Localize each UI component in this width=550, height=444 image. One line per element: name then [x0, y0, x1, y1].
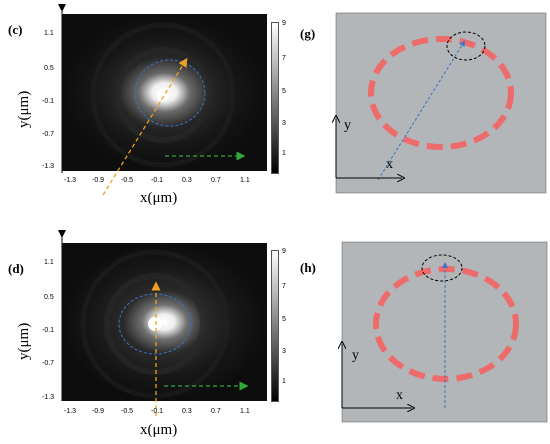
- y-tick: -0.1: [42, 98, 55, 105]
- x-tick: 0.3: [182, 177, 192, 184]
- x-tick: -0.9: [92, 408, 105, 415]
- colorbar-tick: 5: [282, 88, 286, 95]
- ring-schematic: [300, 241, 548, 423]
- y-axis-title: y(μm): [16, 322, 32, 360]
- y-tick: -0.7: [42, 131, 55, 138]
- y-tick: -0.7: [42, 360, 55, 367]
- highlight-circle: [421, 254, 463, 282]
- panel-h: (h) y x: [300, 228, 550, 444]
- x-tick: -0.1: [151, 408, 164, 415]
- blue-dashed-ellipse: [118, 293, 192, 355]
- colorbar-tick: 5: [282, 316, 286, 323]
- x-tick: -0.1: [151, 177, 164, 184]
- x-axis-title: x(μm): [140, 190, 178, 206]
- y-tick: -1.3: [42, 394, 55, 401]
- panel-label: (c): [8, 22, 23, 37]
- colorbar-tick: 3: [282, 348, 286, 355]
- y-axis-label: y: [352, 348, 359, 363]
- colorbar-tick: 3: [282, 120, 286, 127]
- colorbar-tick: 7: [282, 55, 286, 62]
- intensity-map: [58, 4, 267, 196]
- dashed-ring: [373, 266, 519, 382]
- colorbar-tick: 9: [282, 248, 286, 255]
- colorbar-tick: 9: [282, 20, 286, 27]
- x-tick: 1.1: [240, 177, 250, 184]
- x-tick: 0.3: [182, 408, 192, 415]
- x-tick: -0.5: [121, 177, 134, 184]
- highlight-circle: [446, 31, 486, 61]
- x-tick: -1.3: [64, 408, 77, 415]
- panel-c: (c) 9 7 5: [0, 0, 300, 215]
- x-axis-label: x: [396, 388, 403, 403]
- colorbar-tick: 1: [282, 150, 286, 157]
- panel-d: (d) 9 7 5 3 1 1.1 0.5 -0.1 -: [0, 228, 300, 444]
- panel-label: (g): [300, 26, 316, 41]
- panel-g: (g) y x: [300, 0, 550, 215]
- x-tick: 0.7: [211, 177, 221, 184]
- colorbar-tick: 1: [282, 378, 286, 385]
- y-tick: 0.5: [44, 65, 54, 72]
- y-tick: -1.3: [42, 163, 55, 170]
- panel-label: (d): [8, 261, 24, 276]
- y-axis-label: y: [344, 118, 351, 133]
- panel-label: (h): [300, 260, 316, 275]
- ring-schematic: [300, 12, 547, 194]
- intensity-map: [58, 230, 267, 416]
- x-tick: -1.3: [64, 177, 77, 184]
- blue-dashed-ellipse: [134, 59, 206, 127]
- y-tick: 0.5: [44, 294, 54, 301]
- x-tick: -0.9: [92, 177, 105, 184]
- y-tick: -0.1: [42, 327, 55, 334]
- x-tick: -0.5: [121, 408, 134, 415]
- orange-arrow: [102, 57, 188, 196]
- x-axis-label: x: [386, 157, 393, 172]
- dashed-ring: [368, 36, 514, 150]
- colorbar: [271, 22, 279, 174]
- y-tick: 1.1: [44, 259, 54, 266]
- y-tick: 1.1: [44, 30, 54, 37]
- x-tick: 1.1: [240, 408, 250, 415]
- blue-dashed-line: [377, 40, 466, 181]
- colorbar-tick: 7: [282, 283, 286, 290]
- colorbar: [271, 250, 279, 402]
- x-axis-title: x(μm): [140, 422, 178, 438]
- x-tick: 0.7: [211, 408, 221, 415]
- y-axis-title: y(μm): [16, 90, 32, 128]
